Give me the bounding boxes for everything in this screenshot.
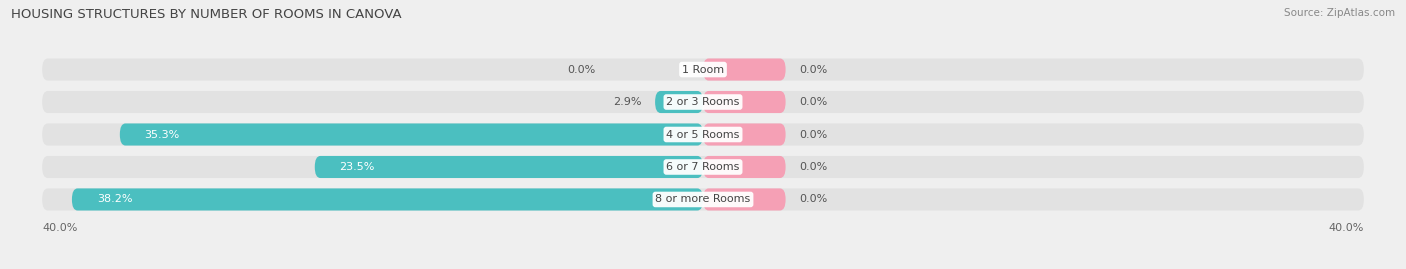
Text: 2.9%: 2.9%	[613, 97, 643, 107]
FancyBboxPatch shape	[703, 123, 786, 146]
FancyBboxPatch shape	[42, 91, 1364, 113]
FancyBboxPatch shape	[315, 156, 703, 178]
FancyBboxPatch shape	[655, 91, 703, 113]
Text: 23.5%: 23.5%	[339, 162, 375, 172]
FancyBboxPatch shape	[42, 156, 1364, 178]
Text: 0.0%: 0.0%	[799, 129, 827, 140]
FancyBboxPatch shape	[42, 123, 1364, 146]
Text: 2 or 3 Rooms: 2 or 3 Rooms	[666, 97, 740, 107]
FancyBboxPatch shape	[703, 91, 786, 113]
Text: 40.0%: 40.0%	[42, 223, 77, 233]
FancyBboxPatch shape	[703, 188, 786, 211]
Text: 0.0%: 0.0%	[799, 162, 827, 172]
Text: HOUSING STRUCTURES BY NUMBER OF ROOMS IN CANOVA: HOUSING STRUCTURES BY NUMBER OF ROOMS IN…	[11, 8, 402, 21]
Text: 0.0%: 0.0%	[799, 65, 827, 75]
Text: Source: ZipAtlas.com: Source: ZipAtlas.com	[1284, 8, 1395, 18]
FancyBboxPatch shape	[42, 188, 1364, 211]
Text: 0.0%: 0.0%	[799, 97, 827, 107]
Text: 6 or 7 Rooms: 6 or 7 Rooms	[666, 162, 740, 172]
FancyBboxPatch shape	[120, 123, 703, 146]
FancyBboxPatch shape	[72, 188, 703, 211]
FancyBboxPatch shape	[703, 156, 786, 178]
Text: 8 or more Rooms: 8 or more Rooms	[655, 194, 751, 204]
Text: 0.0%: 0.0%	[799, 194, 827, 204]
FancyBboxPatch shape	[703, 58, 786, 81]
Text: 1 Room: 1 Room	[682, 65, 724, 75]
Text: 4 or 5 Rooms: 4 or 5 Rooms	[666, 129, 740, 140]
Text: 0.0%: 0.0%	[568, 65, 596, 75]
Text: 38.2%: 38.2%	[97, 194, 132, 204]
Text: 35.3%: 35.3%	[145, 129, 180, 140]
FancyBboxPatch shape	[42, 58, 1364, 81]
Text: 40.0%: 40.0%	[1329, 223, 1364, 233]
